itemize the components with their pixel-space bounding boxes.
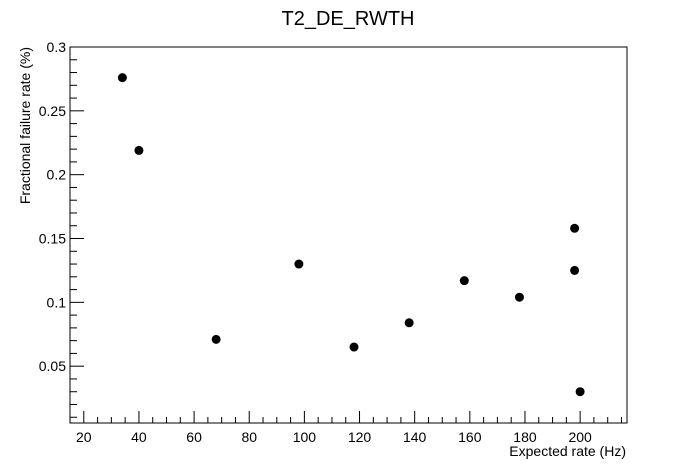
x-tick-label: 60 — [186, 429, 202, 445]
y-tick-label: 0.1 — [47, 294, 67, 310]
data-point — [575, 387, 585, 397]
y-axis-tick-labels: 0.05 0.1 0.15 0.2 0.25 0.3 — [39, 39, 66, 374]
data-point — [134, 145, 144, 155]
y-axis-label: Fractional failure rate (%) — [17, 47, 33, 204]
data-point — [349, 342, 359, 352]
data-point — [211, 334, 221, 344]
x-tick-label: 120 — [348, 429, 372, 445]
x-axis-label: Expected rate (Hz) — [509, 443, 626, 459]
x-axis-ticks — [69, 411, 622, 423]
y-tick-label: 0.3 — [47, 39, 67, 55]
y-tick-label: 0.2 — [47, 167, 67, 183]
data-point — [570, 223, 580, 233]
data-point — [459, 276, 469, 286]
data-point — [570, 265, 580, 275]
data-points — [117, 73, 585, 397]
y-axis-ticks — [70, 46, 84, 418]
x-tick-label: 80 — [241, 429, 257, 445]
x-tick-label: 200 — [568, 429, 592, 445]
x-tick-label: 40 — [131, 429, 147, 445]
data-point — [514, 292, 524, 302]
x-tick-label: 100 — [293, 429, 317, 445]
x-tick-label: 140 — [403, 429, 427, 445]
data-point — [294, 259, 304, 269]
data-point — [117, 73, 127, 83]
x-tick-label: 160 — [458, 429, 482, 445]
y-tick-label: 0.25 — [39, 103, 66, 119]
data-point — [404, 318, 414, 328]
chart-title: T2_DE_RWTH — [282, 8, 415, 30]
y-tick-label: 0.15 — [39, 231, 66, 247]
x-tick-label: 180 — [513, 429, 537, 445]
x-axis-tick-labels: 20 40 60 80 100 120 140 160 180 200 — [76, 429, 592, 445]
plot-frame — [69, 46, 628, 424]
x-tick-label: 20 — [76, 429, 92, 445]
y-tick-label: 0.05 — [39, 358, 66, 374]
